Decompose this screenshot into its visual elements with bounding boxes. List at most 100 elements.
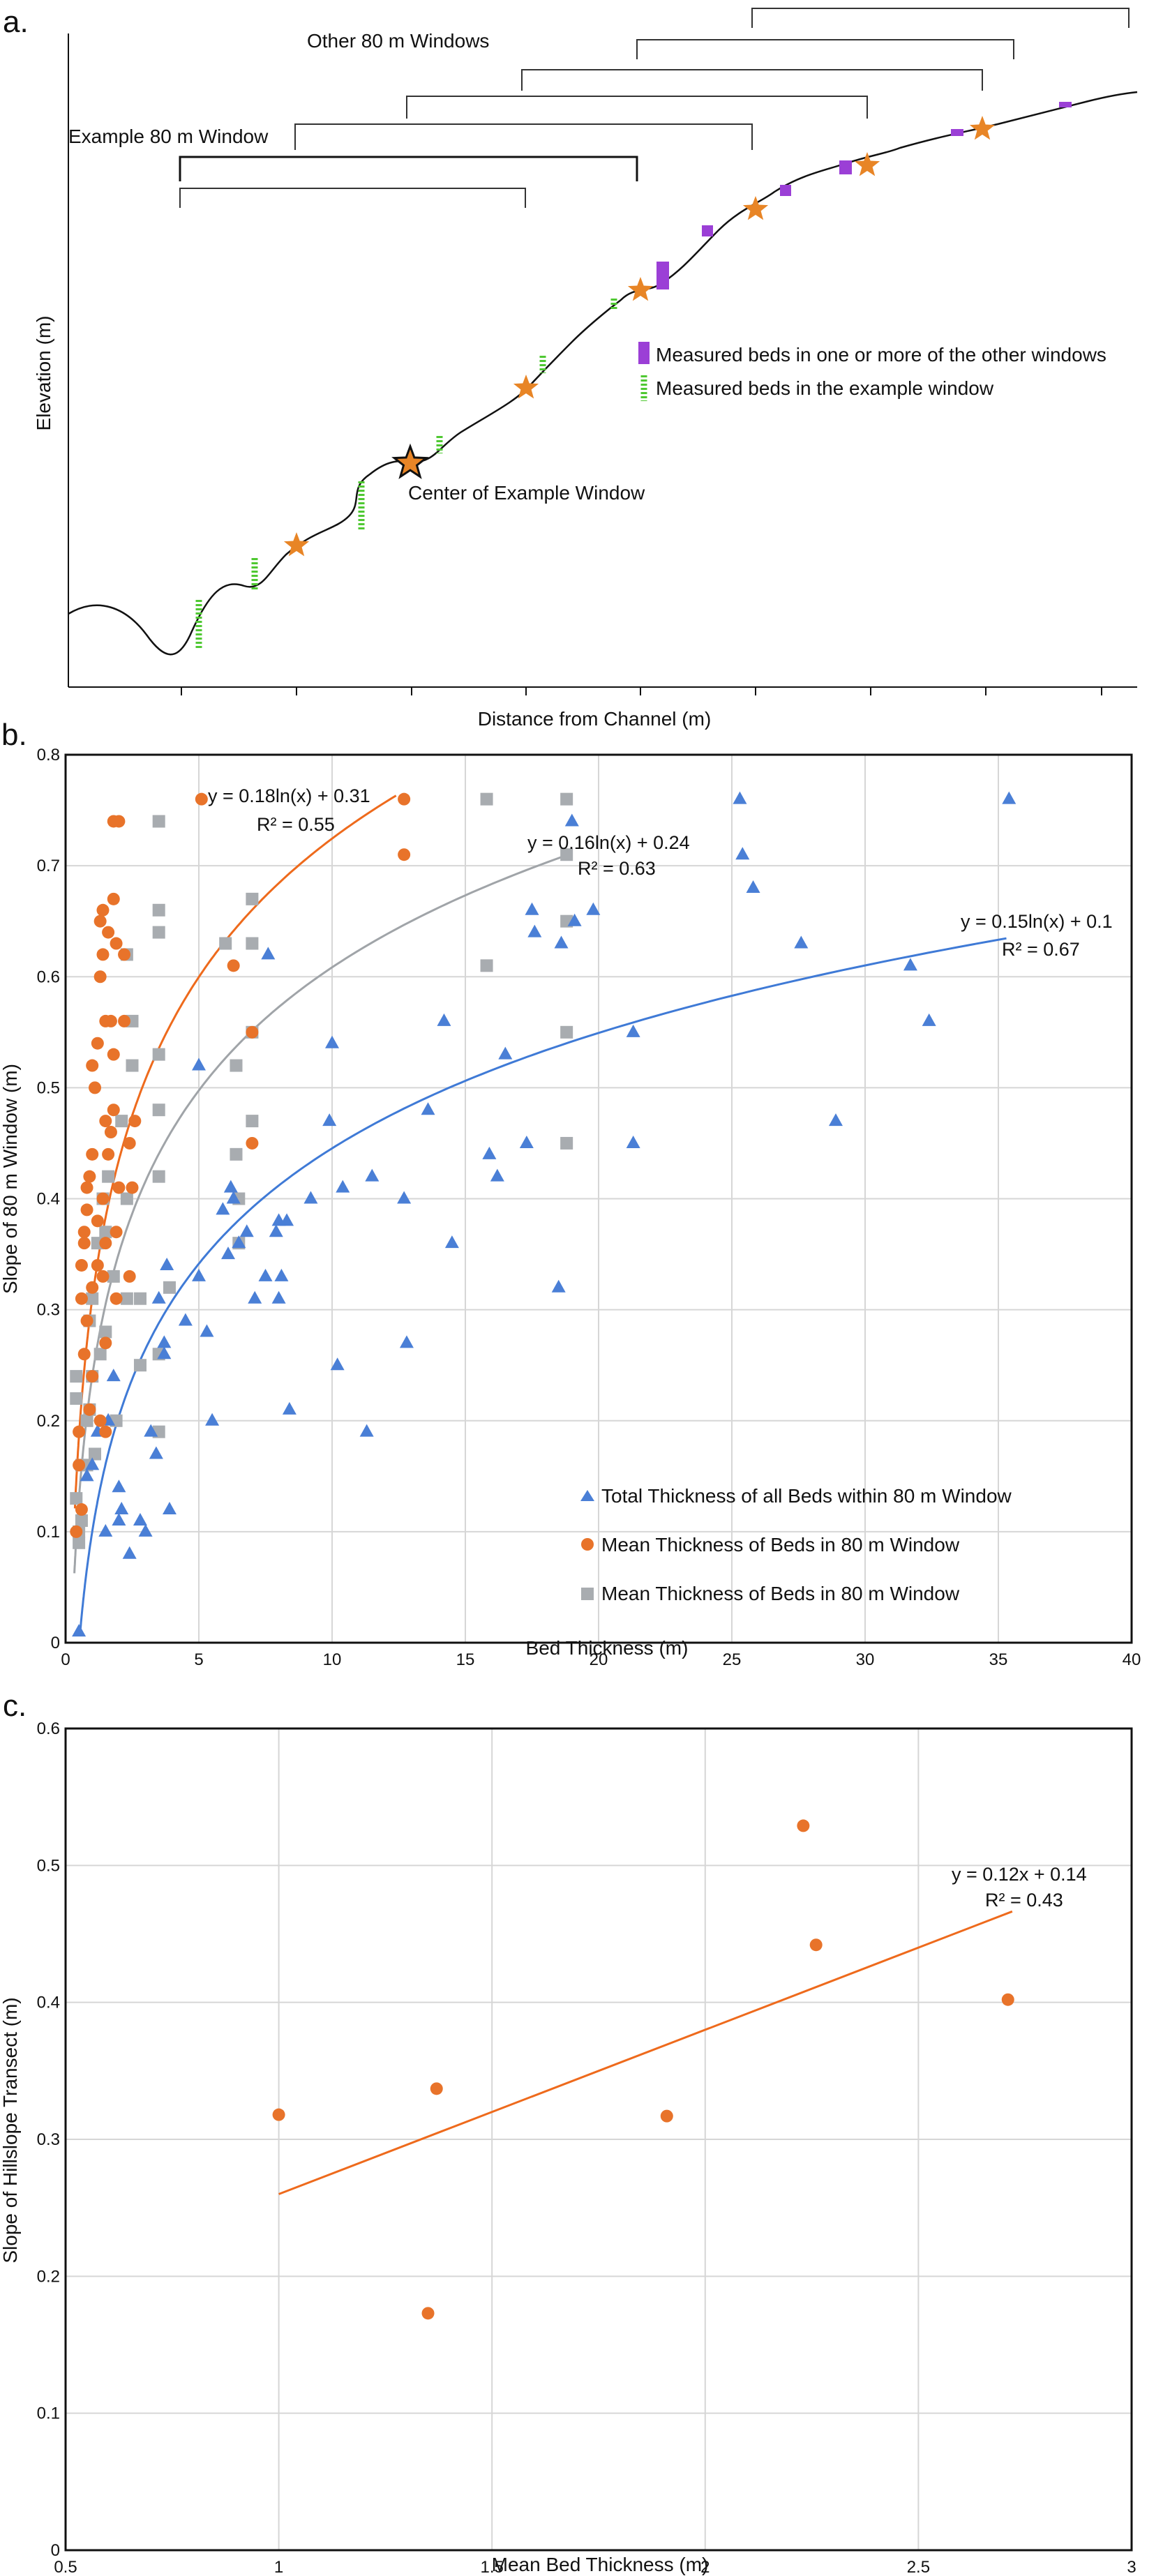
data-point-circle	[118, 1014, 131, 1027]
panel-a: a. Distance from Channel (m) Elevation (…	[3, 5, 1138, 730]
data-point-triangle	[133, 1512, 147, 1526]
data-point-triangle	[903, 958, 917, 971]
window-center-star	[742, 196, 769, 220]
data-point-triangle	[564, 813, 579, 827]
x-tick-label: 5	[194, 1650, 203, 1669]
data-point-circle	[128, 1115, 142, 1128]
data-point-square	[230, 1059, 243, 1072]
data-point-circle	[91, 1037, 104, 1050]
x-tick-label: 2	[700, 2558, 710, 2576]
data-point-circle	[83, 1170, 96, 1183]
data-point-square	[152, 926, 165, 939]
window-center-star	[854, 152, 880, 176]
data-point-circle	[75, 1292, 88, 1305]
data-point-triangle	[138, 1523, 153, 1537]
data-point-circle	[77, 1348, 91, 1361]
data-point-circle	[91, 1258, 104, 1272]
data-point-circle	[96, 1192, 110, 1205]
data-point-triangle	[490, 1168, 504, 1182]
data-point-triangle	[269, 1224, 283, 1237]
data-point-triangle	[271, 1290, 286, 1304]
data-point-circle	[99, 1237, 112, 1250]
data-point-circle	[96, 1270, 110, 1283]
window-brackets	[179, 8, 1130, 208]
data-point-triangle	[258, 1268, 273, 1281]
data-point-triangle	[519, 1135, 534, 1148]
data-point-triangle	[192, 1057, 206, 1071]
window-center-star	[627, 277, 654, 301]
legend-marker-triangle	[580, 1490, 594, 1501]
data-point-triangle	[226, 1191, 241, 1204]
measured-bed-purple	[951, 129, 963, 136]
x-tick-label: 30	[856, 1650, 875, 1669]
other-window-bracket	[294, 123, 753, 150]
panel-a-letter: a.	[3, 5, 29, 39]
data-point-triangle	[160, 1257, 174, 1270]
panel-c-fit-r2: R² = 0.43	[985, 1890, 1063, 1911]
data-point-triangle	[72, 1624, 87, 1637]
x-tick-label: 10	[323, 1650, 342, 1669]
data-point-square	[133, 1359, 147, 1372]
data-point-circle	[118, 948, 131, 961]
data-point-triangle	[437, 1013, 451, 1026]
panel-b-points	[70, 791, 1016, 1637]
data-point-circle	[77, 1237, 91, 1250]
x-tick-label: 0	[61, 1650, 70, 1669]
data-point-triangle	[397, 1191, 412, 1204]
data-point-square	[126, 1059, 139, 1072]
data-point-circle	[86, 1059, 99, 1072]
data-point-triangle	[303, 1191, 318, 1204]
y-tick-label: 0.3	[37, 1301, 60, 1320]
x-tick-label: 20	[590, 1650, 608, 1669]
data-point-triangle	[482, 1146, 497, 1159]
legend-marker-square	[581, 1588, 594, 1600]
data-point-square	[560, 848, 573, 861]
other-window-bracket	[751, 8, 1130, 28]
data-point-triangle	[192, 1268, 206, 1281]
data-point-circle	[86, 1281, 99, 1294]
data-point-square	[152, 1048, 165, 1061]
window-center-stars	[283, 116, 996, 557]
panel-c-grid	[65, 1728, 1132, 2551]
panel-c-fit-line	[278, 1910, 1013, 2195]
data-point-triangle	[525, 902, 539, 915]
data-point-square	[152, 903, 165, 917]
data-point-triangle	[551, 1279, 566, 1293]
data-point-square	[560, 1025, 573, 1039]
other-window-bracket	[179, 188, 526, 208]
data-point-circle	[96, 948, 110, 961]
data-point-circle	[104, 1126, 117, 1139]
measured-bed-purple	[656, 262, 669, 289]
blue-fit-r2: R² = 0.67	[1002, 939, 1080, 960]
panel-c-fit-equation: y = 0.12x + 0.14	[952, 1864, 1087, 1885]
panel-c: c. 0.5 1 1.5 2 2.5 3 0 0.1 0.2 0.3 0.4 0.5 0.6 Mean…	[0, 1689, 1136, 2576]
data-point-square	[120, 1292, 133, 1305]
data-point-circle	[227, 959, 240, 972]
data-point-square	[107, 1270, 120, 1283]
data-point-triangle	[746, 880, 760, 893]
data-point-triangle	[239, 1224, 254, 1237]
data-point-square	[99, 1325, 112, 1339]
data-point-circle	[99, 1115, 112, 1128]
data-point-square	[163, 1281, 176, 1294]
data-point-square	[246, 1115, 259, 1128]
example-window-label: Example 80 m Window	[68, 126, 269, 147]
data-point-triangle	[330, 1357, 345, 1371]
data-point-triangle	[336, 1180, 350, 1193]
data-point-circle	[93, 914, 107, 928]
example-window-beds	[195, 299, 617, 649]
data-point-square	[86, 1292, 99, 1305]
data-point-circle	[73, 1459, 86, 1472]
data-point-square	[560, 792, 573, 806]
data-point-circle	[195, 792, 208, 806]
y-tick-label: 0.4	[37, 1994, 60, 2012]
data-point-circle	[421, 2307, 435, 2320]
data-point-circle	[89, 1081, 102, 1094]
data-point-circle	[80, 1181, 93, 1194]
panel-c-points	[272, 1819, 1014, 2320]
measured-bed-purple	[702, 225, 713, 236]
data-point-circle	[797, 1819, 810, 1832]
data-point-triangle	[112, 1512, 126, 1526]
panel-c-letter: c.	[3, 1689, 27, 1723]
y-tick-label: 0.6	[37, 1719, 60, 1738]
